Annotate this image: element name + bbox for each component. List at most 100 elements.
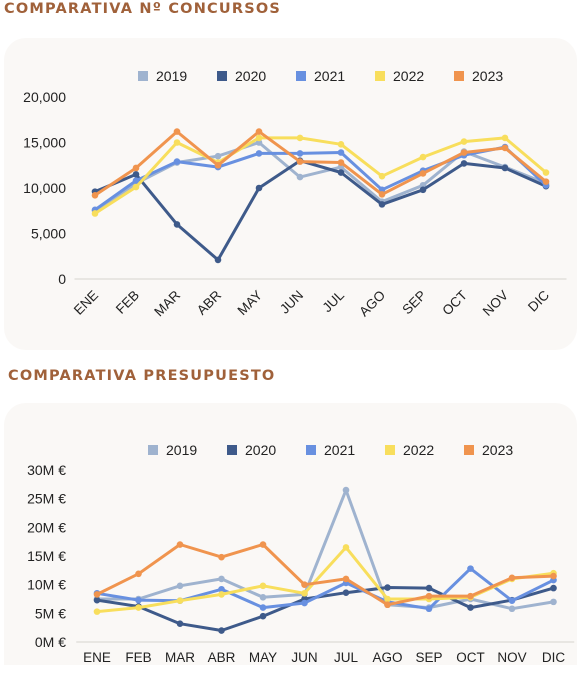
chart2-point-2023 (384, 601, 391, 609)
chart2-legend-label: 2019 (166, 442, 197, 458)
chart1-legend-item: 2023 (454, 68, 503, 84)
chart1-title: COMPARATIVA Nº CONCURSOS (4, 1, 282, 17)
chart1-legend-label: 2023 (472, 68, 503, 84)
chart2-y-tick-label: 15M € (27, 548, 66, 564)
chart2-legend-label: 2022 (403, 442, 434, 458)
chart2-y-tick-label: 25M € (27, 491, 66, 507)
chart1-point-2022 (255, 134, 263, 142)
chart1-point-2020 (337, 169, 345, 176)
chart2-point-2020 (425, 584, 433, 592)
chart2-point-2020 (384, 584, 391, 591)
chart2-legend-item: 2022 (385, 442, 434, 458)
chart2-point-2019 (342, 486, 350, 494)
chart1-point-2022 (173, 139, 181, 146)
chart1-point-2022 (460, 138, 468, 145)
chart1-point-2023 (214, 161, 222, 169)
chart2-point-2019 (218, 575, 225, 583)
chart1-point-2023 (542, 178, 550, 185)
chart2-legend-swatch (306, 445, 316, 455)
chart2-legend-label: 2023 (482, 442, 513, 458)
chart2-point-2020 (176, 620, 184, 627)
chart2-point-2023 (218, 553, 225, 561)
chart2-x-tick-label: MAY (249, 650, 277, 665)
chart1-legend-swatch (217, 71, 227, 81)
chart2-x-tick-label: ENE (83, 650, 111, 665)
chart1-legend-label: 2021 (314, 68, 345, 84)
chart1-point-2020 (132, 171, 140, 178)
chart2-point-2022 (342, 544, 350, 551)
chart1-point-2023 (173, 128, 181, 135)
chart2-point-2023 (135, 570, 142, 578)
chart2-x-tick-label: NOV (497, 650, 526, 665)
chart2-point-2019 (176, 582, 184, 590)
chart2-point-2020 (259, 612, 267, 620)
chart1-series-line-2023 (93, 130, 548, 197)
chart1-legend-label: 2020 (235, 68, 266, 84)
chart2-point-2023 (176, 541, 184, 548)
chart2-x-tick-label: FEB (125, 650, 151, 665)
chart1-point-2020 (214, 256, 222, 264)
chart1-legend-item: 2022 (375, 68, 424, 84)
chart2-point-2021 (259, 604, 267, 611)
chart2-point-2021 (508, 597, 516, 605)
chart1-point-2023 (337, 159, 345, 166)
chart2-point-2019 (550, 598, 557, 606)
chart2-point-2020 (550, 584, 557, 592)
chart2-point-2021 (135, 596, 142, 604)
chart1-point-2023 (460, 149, 468, 156)
chart2-title: COMPARATIVA PRESUPUESTO (8, 368, 276, 384)
chart2-point-2023 (467, 592, 474, 600)
chart1-legend-item: 2021 (296, 68, 345, 84)
chart2-series-line-2023 (95, 543, 555, 607)
chart2-point-2021 (425, 605, 433, 613)
chart1-legend-swatch (138, 71, 148, 81)
chart2-legend-swatch (227, 445, 237, 455)
chart1-point-2020 (255, 184, 263, 192)
chart2-point-2022 (135, 604, 142, 611)
chart1-point-2022 (419, 153, 427, 161)
chart1-point-2023 (419, 170, 427, 177)
chart1-y-tick-label: 0 (58, 271, 66, 287)
chart1-legend-label: 2022 (393, 68, 424, 84)
chart2-x-tick-label: JUN (291, 650, 317, 665)
chart1-legend-item: 2020 (217, 68, 266, 84)
chart2-point-2023 (508, 574, 516, 582)
chart1-point-2022 (132, 183, 140, 191)
chart2-point-2019 (508, 605, 516, 613)
chart1-point-2023 (132, 164, 140, 172)
chart2-point-2019 (259, 593, 267, 601)
chart1-point-2022 (337, 141, 345, 148)
chart1-point-2022 (501, 134, 509, 142)
chart2-point-2023 (93, 591, 101, 598)
chart2-legend-item: 2021 (306, 442, 355, 458)
chart1-point-2019 (214, 152, 222, 160)
chart1-legend-swatch (454, 71, 464, 81)
chart2-legend-swatch (148, 445, 158, 455)
chart1-series-line-2021 (93, 145, 548, 212)
chart1-legend-label: 2019 (156, 68, 187, 84)
chart2-x-tick-label: OCT (456, 650, 485, 665)
chart2-legend-item: 2019 (148, 442, 197, 458)
chart2-point-2022 (218, 591, 225, 598)
chart1-point-2019 (419, 181, 427, 189)
chart2-y-tick-label: 10M € (27, 577, 66, 593)
chart2-point-2023 (550, 572, 557, 580)
chart2-y-tick-label: 30M € (27, 462, 66, 478)
chart2-legend-label: 2021 (324, 442, 355, 458)
chart2-series-line-2020 (95, 586, 555, 632)
chart2-y-tick-label: 5M € (35, 605, 66, 621)
chart1-point-2020 (173, 221, 181, 228)
chart2-legend-swatch (385, 445, 395, 455)
chart1-y-tick-label: 15,000 (23, 135, 66, 151)
chart2-x-tick-label: ABR (208, 650, 236, 665)
chart1-y-tick-label: 5,000 (31, 226, 66, 242)
chart1-point-2019 (255, 139, 263, 146)
chart1-point-2023 (501, 144, 509, 152)
chart2-legend-item: 2023 (464, 442, 513, 458)
chart1-legend-swatch (375, 71, 385, 81)
chart1-legend-item: 2019 (138, 68, 187, 84)
chart2-point-2022 (93, 608, 101, 615)
chart2-x-tick-label: DIC (542, 650, 566, 665)
chart1-point-2023 (296, 158, 304, 165)
chart2-legend-item: 2020 (227, 442, 276, 458)
